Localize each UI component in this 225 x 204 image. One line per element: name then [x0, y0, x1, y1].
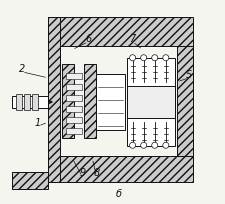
Bar — [48, 18, 193, 46]
Circle shape — [141, 55, 147, 61]
Bar — [66, 95, 82, 101]
Bar — [12, 172, 48, 188]
Bar — [177, 46, 193, 156]
Circle shape — [152, 142, 158, 148]
Bar — [62, 64, 74, 138]
Circle shape — [163, 142, 169, 148]
Bar — [24, 94, 30, 110]
Bar — [66, 128, 82, 134]
Bar — [66, 106, 82, 112]
Text: 1: 1 — [35, 118, 41, 128]
Circle shape — [141, 142, 147, 148]
Text: б: б — [115, 188, 122, 198]
Bar — [66, 84, 82, 90]
Circle shape — [130, 142, 136, 148]
Bar — [66, 117, 82, 123]
Bar — [84, 64, 96, 138]
Circle shape — [152, 55, 158, 61]
Bar — [48, 18, 60, 183]
Bar — [12, 96, 48, 108]
Text: 9: 9 — [79, 169, 86, 178]
Text: 7: 7 — [130, 34, 136, 44]
Circle shape — [130, 55, 136, 61]
Text: 2: 2 — [19, 64, 25, 74]
Text: 6: 6 — [85, 34, 92, 44]
Circle shape — [163, 55, 169, 61]
Bar — [127, 86, 175, 118]
Bar — [66, 73, 82, 79]
Bar — [96, 74, 125, 130]
Bar — [48, 156, 193, 183]
Text: 8: 8 — [93, 169, 99, 178]
Bar — [16, 94, 22, 110]
Bar — [32, 94, 38, 110]
Text: 5: 5 — [186, 70, 192, 80]
Bar — [127, 58, 175, 146]
